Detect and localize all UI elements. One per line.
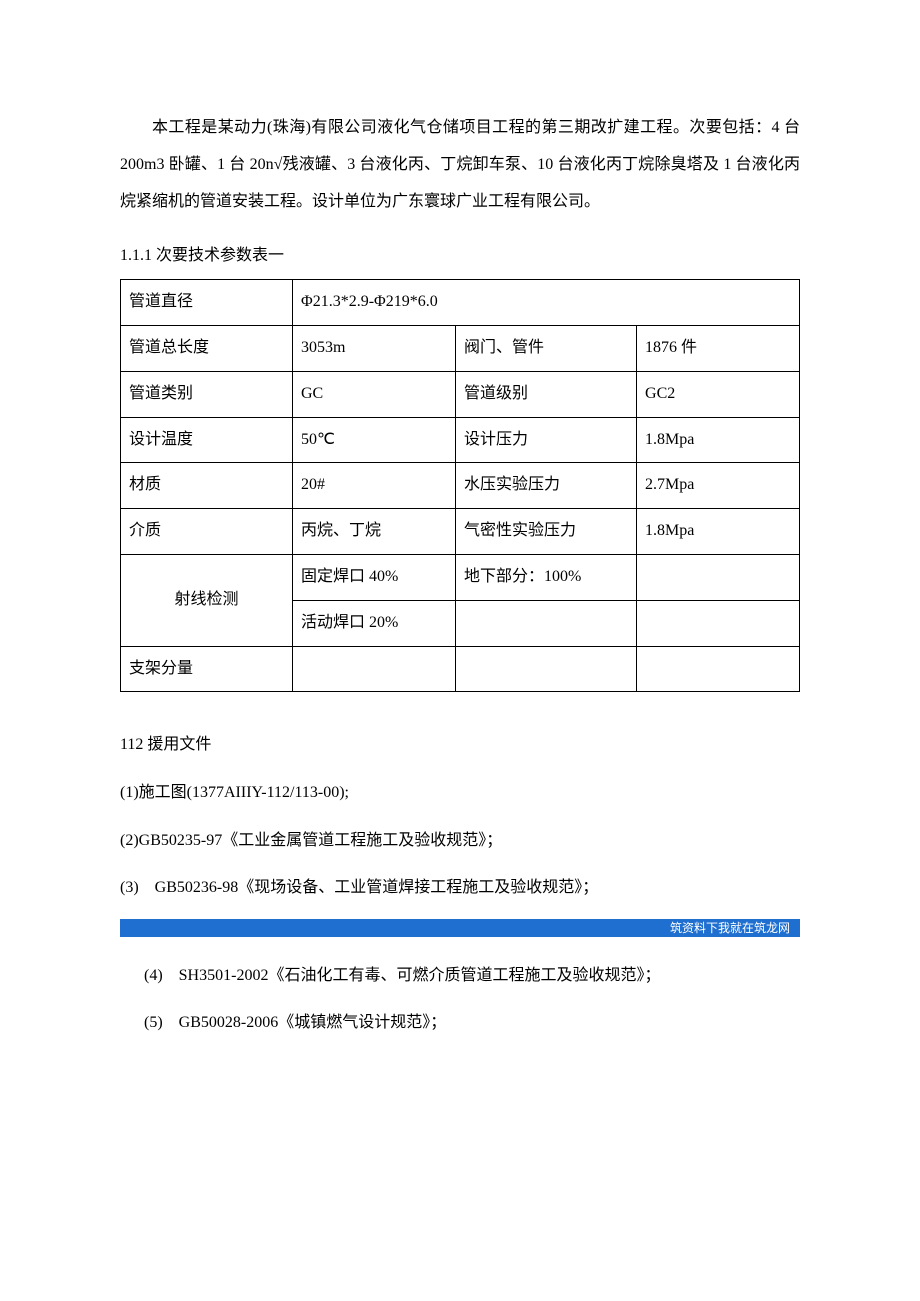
- references-continued: (4) SH3501-2002《石油化工有毒、可燃介质管道工程施工及验收规范》；…: [120, 959, 800, 1040]
- reference-item: (3) GB50236-98《现场设备、工业管道焊接工程施工及验收规范》；: [120, 871, 800, 905]
- cell-label: 支架分量: [121, 646, 293, 692]
- intro-paragraph: 本工程是某动力(珠海)有限公司液化气仓储项目工程的第三期改扩建工程。次要包括：4…: [120, 110, 800, 220]
- reference-item: (5) GB50028-2006《城镇燃气设计规范》；: [144, 1006, 800, 1040]
- cell-label: 管道类别: [121, 371, 293, 417]
- cell-value: [637, 600, 800, 646]
- cell-value: [637, 554, 800, 600]
- reference-item: (4) SH3501-2002《石油化工有毒、可燃介质管道工程施工及验收规范》；: [144, 959, 800, 993]
- table-row: 设计温度 50℃ 设计压力 1.8Mpa: [121, 417, 800, 463]
- references-title: 112 援用文件: [120, 728, 800, 762]
- table-row: 材质 20# 水压实验压力 2.7Mpa: [121, 463, 800, 509]
- cell-label: 介质: [121, 509, 293, 555]
- cell-value: 活动焊口 20%: [293, 600, 456, 646]
- table-row: 管道类别 GC 管道级别 GC2: [121, 371, 800, 417]
- cell-value: 1.8Mpa: [637, 509, 800, 555]
- cell-value: 1876 件: [637, 325, 800, 371]
- table-title: 1.1.1 次要技术参数表一: [120, 238, 800, 275]
- cell-label: 阀门、管件: [455, 325, 636, 371]
- cell-value: 3053m: [293, 325, 456, 371]
- cell-value: 20#: [293, 463, 456, 509]
- cell-label: 管道直径: [121, 280, 293, 326]
- cell-value: [455, 600, 636, 646]
- cell-label: 气密性实验压力: [455, 509, 636, 555]
- cell-value: [293, 646, 456, 692]
- cell-label: 水压实验压力: [455, 463, 636, 509]
- cell-label: 设计压力: [455, 417, 636, 463]
- cell-value: 地下部分：100%: [455, 554, 636, 600]
- cell-label: 管道级别: [455, 371, 636, 417]
- reference-item: (2)GB50235-97《工业金属管道工程施工及验收规范》；: [120, 824, 800, 858]
- table-row: 管道总长度 3053m 阀门、管件 1876 件: [121, 325, 800, 371]
- cell-label: 管道总长度: [121, 325, 293, 371]
- cell-value: 2.7Mpa: [637, 463, 800, 509]
- cell-label: 设计温度: [121, 417, 293, 463]
- table-row: 管道直径 Φ21.3*2.9-Φ219*6.0: [121, 280, 800, 326]
- cell-label: 材质: [121, 463, 293, 509]
- cell-value: [455, 646, 636, 692]
- cell-value: 50℃: [293, 417, 456, 463]
- cell-value: [637, 646, 800, 692]
- reference-item: (1)施工图(1377AIIIY-112/113-00);: [120, 776, 800, 810]
- parameters-table: 管道直径 Φ21.3*2.9-Φ219*6.0 管道总长度 3053m 阀门、管…: [120, 279, 800, 692]
- table-row: 射线检测 固定焊口 40% 地下部分：100%: [121, 554, 800, 600]
- cell-value: GC: [293, 371, 456, 417]
- cell-value: 丙烷、丁烷: [293, 509, 456, 555]
- cell-value: GC2: [637, 371, 800, 417]
- cell-value: 固定焊口 40%: [293, 554, 456, 600]
- cell-value: Φ21.3*2.9-Φ219*6.0: [293, 280, 800, 326]
- cell-label: 射线检测: [121, 554, 293, 646]
- table-row: 支架分量: [121, 646, 800, 692]
- cell-value: 1.8Mpa: [637, 417, 800, 463]
- references-section: 112 援用文件 (1)施工图(1377AIIIY-112/113-00); (…: [120, 728, 800, 904]
- watermark-banner: 筑资料下我就在筑龙网: [120, 919, 800, 937]
- table-row: 介质 丙烷、丁烷 气密性实验压力 1.8Mpa: [121, 509, 800, 555]
